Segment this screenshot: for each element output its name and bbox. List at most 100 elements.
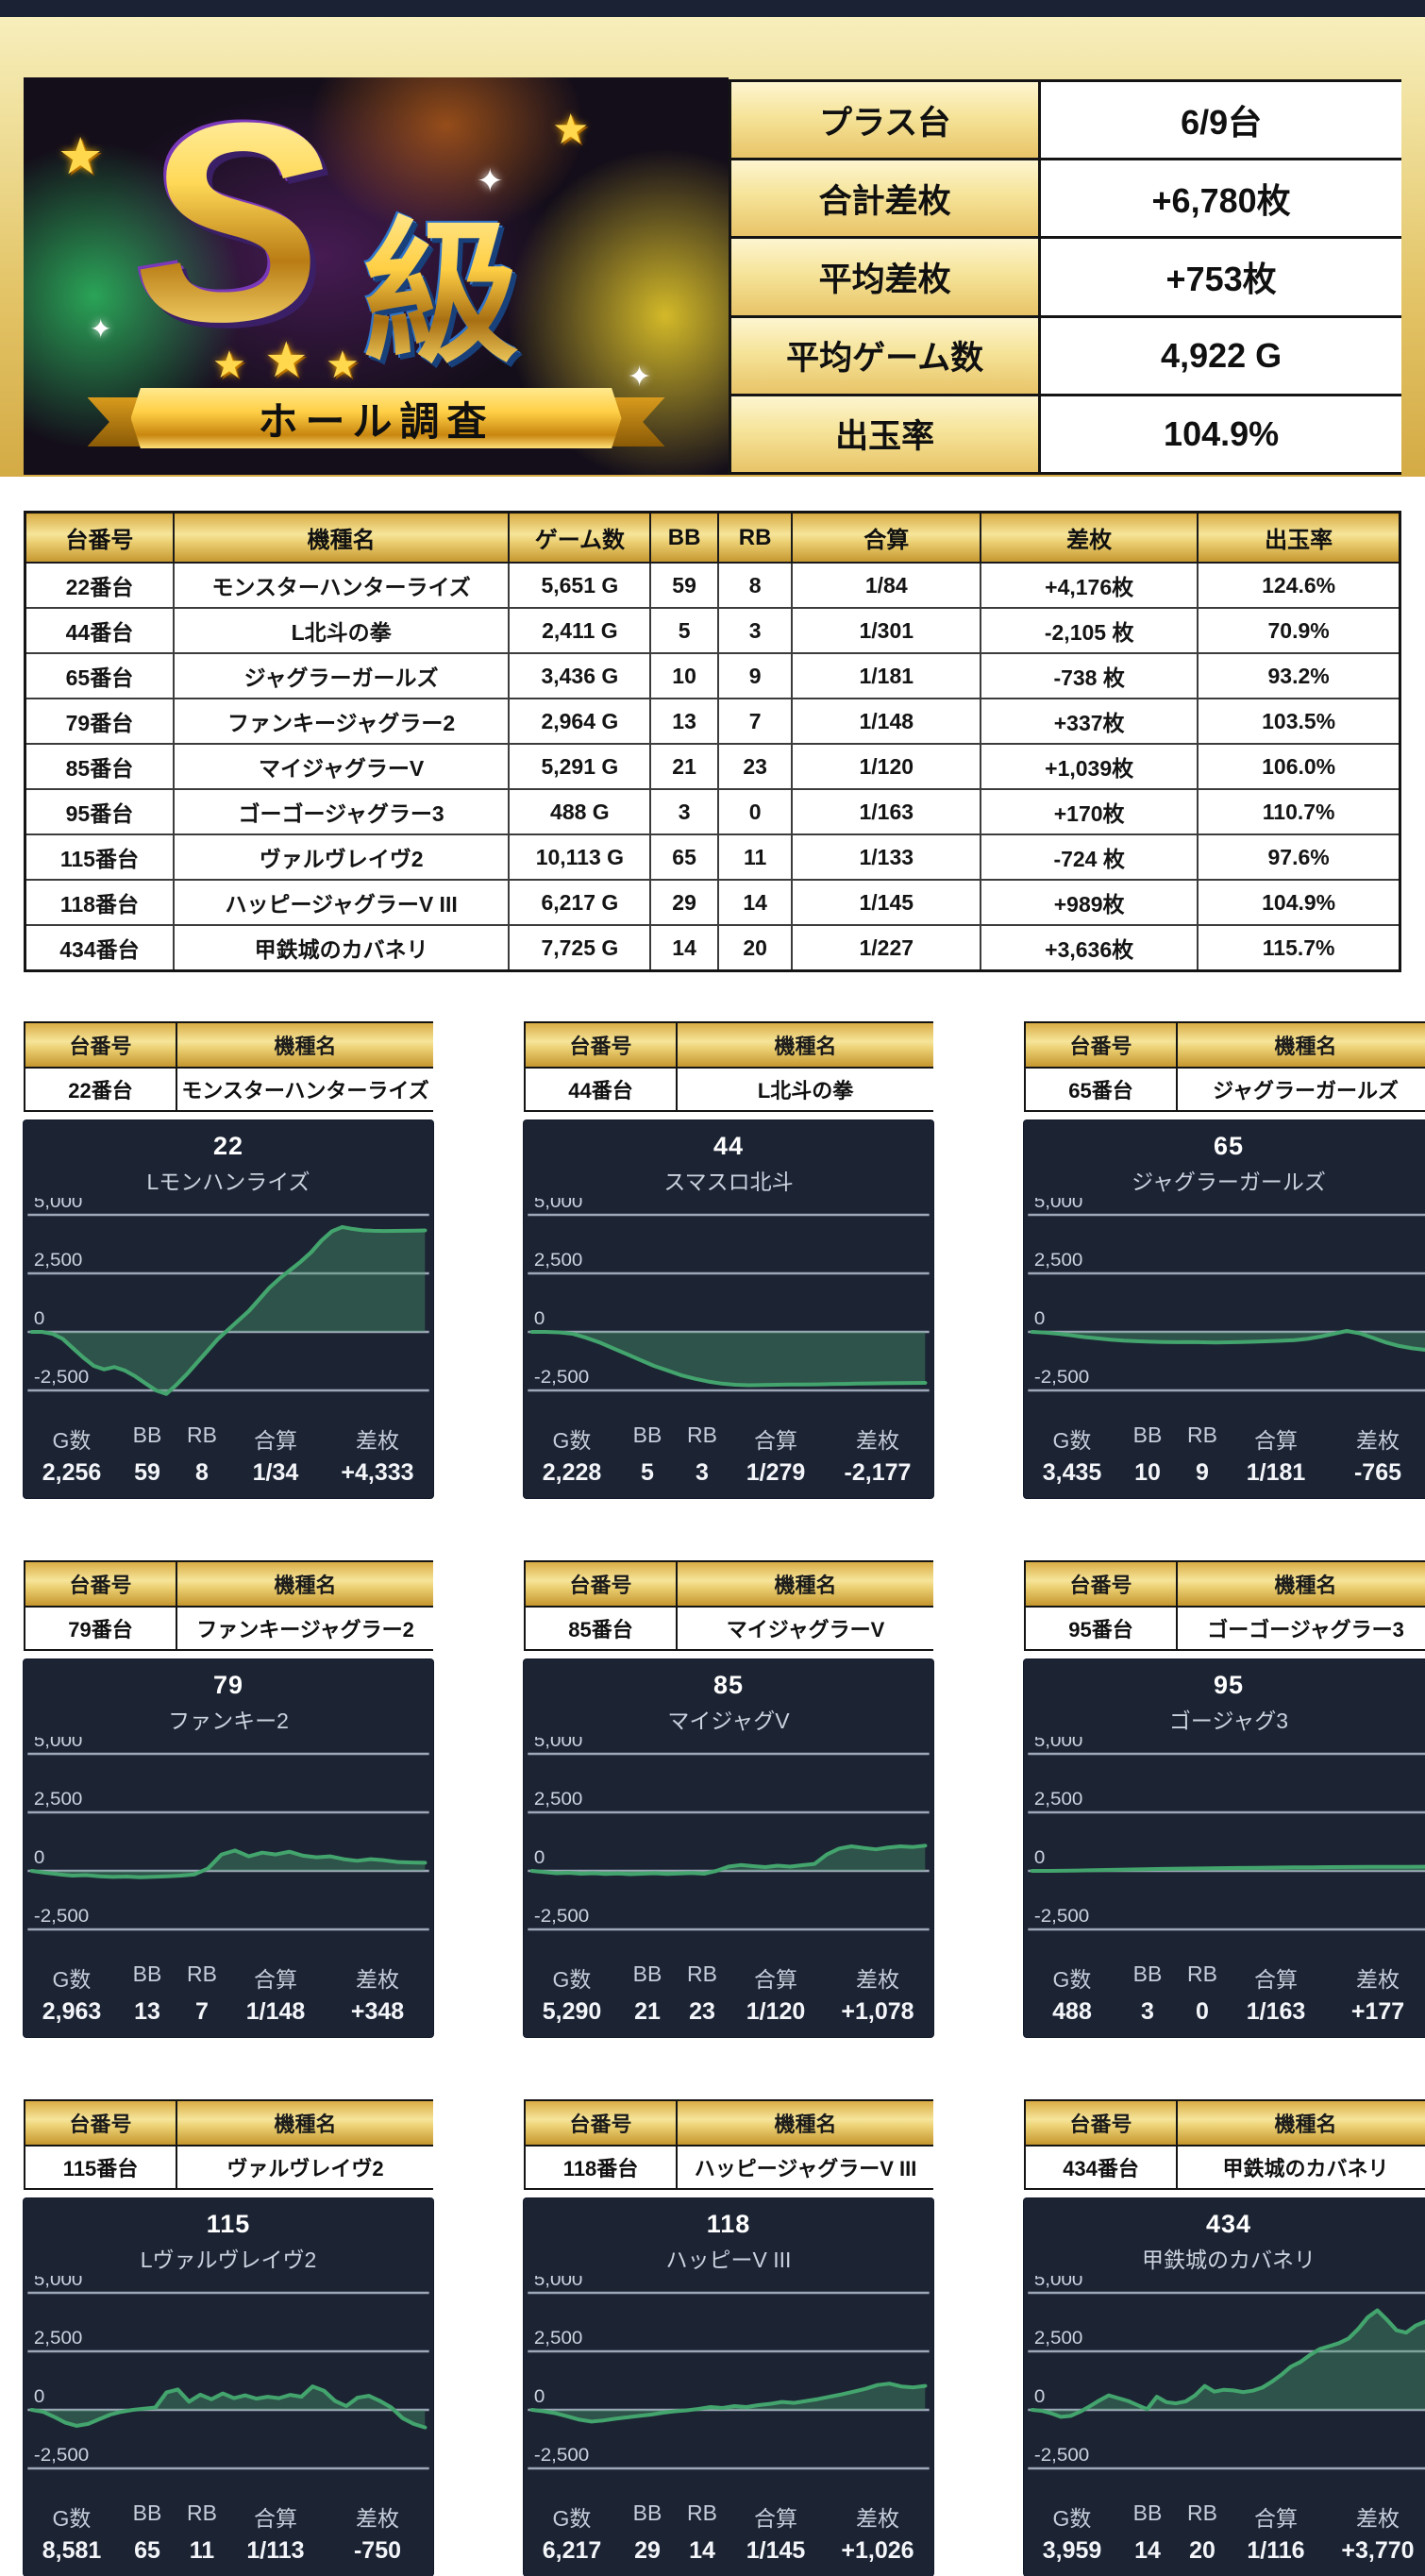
stat-header: 合算 — [1254, 1967, 1298, 1992]
svg-text:0: 0 — [534, 2387, 545, 2407]
cell-diff: -724 枚 — [980, 833, 1199, 881]
stat-header: BB — [132, 1423, 162, 1447]
slump-chart-card: 22 Lモンハンライズ 5,000 2,500 0 -2,500 G数 BB RB 合算 差枚… — [24, 1120, 433, 1498]
cell-model: ヴァルヴレイヴ2 — [172, 833, 511, 881]
machine-summary-table: 台番号 機種名 ゲーム数 BB RB 合算 差枚 出玉率 22番台 モンスターハ… — [24, 511, 1401, 972]
chart-stats-values: 2,256 59 8 1/34 +4,333 — [24, 1459, 433, 1487]
cell-unit: 115番台 — [24, 833, 175, 881]
stat-header: 差枚 — [356, 1967, 399, 1992]
slump-graph: 5,000 2,500 0 -2,500 — [27, 1737, 429, 1931]
panel-value-row: 22番台 モンスターハンターライズ — [24, 1067, 433, 1112]
svg-text:-2,500: -2,500 — [1034, 2446, 1089, 2466]
panel-header-row: 台番号 機種名 — [524, 1021, 933, 1067]
panel-col-header-unit: 台番号 — [1026, 2101, 1177, 2145]
cell-rate: 70.9% — [1197, 607, 1401, 654]
slump-chart-card: 79 ファンキー2 5,000 2,500 0 -2,500 G数 BB RB 合算 差枚 2… — [24, 1659, 433, 2037]
chart-stats-headers: G数 BB RB 合算 差枚 — [1024, 1423, 1425, 1455]
panel-value-row: 118番台 ハッピージャグラーV III — [524, 2145, 933, 2190]
svg-text:0: 0 — [1034, 2387, 1045, 2407]
panel-unit-number: 95番台 — [1026, 1608, 1177, 1649]
svg-text:-2,500: -2,500 — [534, 1907, 589, 1927]
svg-text:0: 0 — [34, 1309, 44, 1329]
stat-header: G数 — [52, 2506, 92, 2531]
col-header-diff: 差枚 — [980, 511, 1199, 564]
panel-model-name: ファンキージャグラー2 — [177, 1608, 433, 1649]
chart-stats: G数 BB RB 合算 差枚 8,581 65 11 1/113 -750 — [24, 2500, 433, 2565]
cell-rate: 103.5% — [1197, 698, 1401, 745]
svg-text:0: 0 — [1034, 1848, 1045, 1868]
stat-header: G数 — [52, 1967, 92, 1992]
chart-machine-number: 65 — [1213, 1132, 1245, 1160]
table-row: 115番台 ヴァルヴレイヴ2 10,113 G 65 11 1/133 -724… — [24, 833, 1401, 881]
cell-bb: 13 — [649, 698, 719, 745]
cell-rate: 115.7% — [1197, 924, 1401, 972]
cell-model: モンスターハンターライズ — [172, 562, 511, 609]
stat-value: 1/163 — [1246, 1998, 1306, 2025]
stat-value: 1/148 — [245, 1998, 306, 2025]
stat-value: +1,026 — [841, 2537, 914, 2564]
col-header-unit: 台番号 — [24, 511, 175, 564]
sparkle-icon: ✦ — [628, 362, 652, 393]
stat-value: 1/116 — [1247, 2537, 1305, 2564]
stat-value: 6,217 — [542, 2537, 602, 2564]
cell-gassan: 1/133 — [791, 833, 982, 881]
chart-machine-name: ファンキー2 — [168, 1709, 289, 1733]
stat-value: 14 — [1134, 2537, 1161, 2564]
panel-header-row: 台番号 機種名 — [24, 2099, 433, 2145]
cell-games: 5,291 G — [508, 743, 652, 790]
chart-stats-headers: G数 BB RB 合算 差枚 — [524, 1961, 933, 1994]
panel-unit-number: 434番台 — [1026, 2147, 1177, 2188]
svg-text:-2,500: -2,500 — [34, 1368, 89, 1388]
table-row: 434番台 甲鉄城のカバネリ 7,725 G 14 20 1/227 +3,63… — [24, 924, 1401, 972]
chart-machine-name: 甲鉄城のカバネリ — [1142, 2248, 1316, 2272]
cell-rate: 124.6% — [1197, 562, 1401, 609]
panel-col-header-model: 機種名 — [678, 1562, 933, 1606]
cell-rb: 0 — [716, 788, 794, 835]
summary-row: 平均ゲーム数 4,922 G — [731, 317, 1401, 394]
star-icon: ★ — [552, 107, 590, 153]
stat-value: 2,228 — [542, 1459, 602, 1486]
cell-model: マイジャグラーV — [172, 743, 511, 790]
cell-gassan: 1/181 — [791, 652, 982, 699]
cell-diff: +1,039枚 — [980, 743, 1199, 790]
panel-col-header-model: 機種名 — [1178, 1023, 1425, 1067]
panel-unit-number: 85番台 — [526, 1608, 677, 1649]
table-row: 85番台 マイジャグラーV 5,291 G 21 23 1/120 +1,039… — [24, 743, 1401, 790]
chart-stats-values: 6,217 29 14 1/145 +1,026 — [524, 2537, 933, 2565]
col-header-rb: RB — [716, 511, 794, 564]
cell-model: ハッピージャグラーV III — [172, 879, 511, 926]
slump-chart-card: 118 ハッピーV III 5,000 2,500 0 -2,500 G数 BB RB 合算… — [524, 2198, 933, 2576]
svg-text:5,000: 5,000 — [534, 1737, 583, 1751]
summary-row: 合計差枚 +6,780枚 — [731, 160, 1401, 237]
logo-letter-s: S — [137, 77, 326, 385]
stat-value: +4,333 — [341, 1459, 414, 1486]
svg-text:0: 0 — [534, 1309, 545, 1329]
svg-text:5,000: 5,000 — [1034, 1737, 1083, 1751]
panel-col-header-model: 機種名 — [177, 1023, 433, 1067]
chart-machine-number: 44 — [712, 1132, 745, 1160]
svg-text:-2,500: -2,500 — [1034, 1368, 1089, 1388]
stat-header: G数 — [552, 1428, 592, 1453]
cell-gassan: 1/145 — [791, 879, 982, 926]
stat-value: +177 — [1350, 1998, 1405, 2025]
machine-panel: 台番号 機種名 85番台 マイジャグラーV 85 マイジャグV 5,000 2,5… — [524, 1560, 933, 2037]
stat-header: 合算 — [254, 2506, 297, 2531]
svg-text:2,500: 2,500 — [534, 1790, 583, 1810]
stat-value: 1/113 — [246, 2537, 305, 2564]
chart-stats-values: 2,228 5 3 1/279 -2,177 — [524, 1459, 933, 1487]
svg-text:-2,500: -2,500 — [534, 2446, 589, 2466]
svg-text:0: 0 — [34, 1848, 44, 1868]
svg-text:0: 0 — [1034, 1309, 1045, 1329]
cell-bb: 65 — [649, 833, 719, 881]
table-row: 44番台 L北斗の拳 2,411 G 5 3 1/301 -2,105 枚 70… — [24, 607, 1401, 654]
panel-header-row: 台番号 機種名 — [1024, 1021, 1425, 1067]
col-header-gassan: 合算 — [791, 511, 982, 564]
slump-graph: 5,000 2,500 0 -2,500 — [528, 2276, 930, 2470]
stat-value: 1/120 — [746, 1998, 806, 2025]
summary-label: 平均差枚 — [731, 239, 1039, 315]
cell-unit: 65番台 — [24, 652, 175, 699]
cell-games: 10,113 G — [508, 833, 652, 881]
main-table-body: 22番台 モンスターハンターライズ 5,651 G 59 8 1/84 +4,1… — [24, 562, 1401, 972]
chart-stats-headers: G数 BB RB 合算 差枚 — [24, 2500, 433, 2533]
panel-col-header-unit: 台番号 — [25, 1023, 176, 1067]
